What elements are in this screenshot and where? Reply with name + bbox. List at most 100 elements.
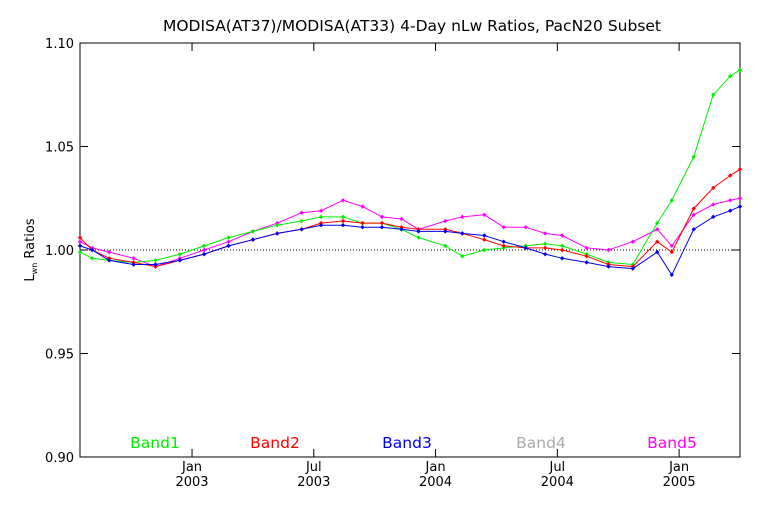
data-point-band5 (654, 227, 660, 232)
y-tick-label: 1.10 (45, 37, 74, 52)
data-point-band3 (107, 258, 112, 263)
data-point-band3 (443, 229, 448, 234)
data-point-band5 (630, 239, 636, 244)
data-point-band1 (560, 243, 565, 249)
x-tick-year: 2003 (297, 475, 330, 490)
data-point-band3 (202, 251, 207, 257)
x-tick-month: Jul (548, 460, 565, 475)
data-point-band2 (584, 254, 589, 259)
data-point-band3 (250, 237, 256, 242)
data-point-band1 (728, 73, 733, 79)
data-point-band1 (691, 154, 696, 160)
legend-entry-band5: Band5 (647, 434, 697, 452)
data-point-band5 (360, 204, 365, 209)
data-point-band3 (89, 247, 95, 253)
data-point-band1 (711, 92, 716, 97)
data-point-band3 (153, 262, 158, 267)
data-point-band1 (542, 241, 548, 246)
data-point-band1 (340, 214, 346, 220)
data-point-band1 (275, 222, 280, 228)
data-point-band3 (177, 258, 183, 263)
data-point-band3 (691, 227, 696, 232)
data-point-band1 (737, 67, 743, 73)
data-point-band3 (131, 262, 136, 267)
series-line-band2 (79, 168, 741, 268)
y-axis-label-rest: Ratios (23, 218, 38, 263)
data-point-band3 (542, 251, 548, 257)
data-point-band5 (202, 247, 207, 253)
data-point-band1 (226, 235, 231, 240)
series-group (77, 67, 743, 278)
legend-group: Band1 Band2 Band3 Band4 Band5 (130, 434, 697, 452)
data-point-band2 (728, 173, 733, 178)
data-point-band5 (560, 233, 565, 238)
data-point-band5 (399, 216, 404, 222)
legend-entry-band1: Band1 (130, 434, 180, 452)
data-point-band3 (501, 239, 506, 244)
x-tick-month: Jan (425, 460, 446, 475)
data-point-band3 (226, 243, 231, 249)
data-point-band3 (523, 245, 528, 251)
axes-group: 0.900.951.001.051.10Jan2003Jul2003Jan200… (45, 37, 740, 490)
data-point-band1 (443, 243, 448, 249)
data-point-band1 (202, 243, 207, 249)
data-point-band5 (542, 231, 548, 236)
y-axis-label: Lwn Ratios (23, 218, 39, 281)
data-point-band3 (318, 222, 324, 228)
y-tick-label: 0.95 (45, 348, 74, 363)
series-line-band3 (79, 206, 741, 276)
data-point-band2 (360, 220, 365, 226)
data-point-band2 (542, 245, 548, 251)
data-point-band1 (299, 218, 304, 224)
data-point-band1 (77, 249, 83, 255)
data-point-band5 (318, 208, 324, 213)
data-point-band3 (416, 229, 421, 234)
data-point-band3 (630, 266, 636, 271)
data-point-band1 (482, 247, 487, 253)
x-tick-year: 2004 (541, 475, 574, 490)
data-point-band3 (606, 264, 611, 269)
x-tick-month: Jan (668, 460, 689, 475)
x-tick-year: 2005 (663, 475, 696, 490)
data-point-band5 (77, 239, 83, 244)
data-point-band3 (360, 225, 365, 230)
data-point-band3 (460, 231, 465, 236)
data-point-band2 (737, 167, 743, 172)
data-point-band3 (482, 233, 487, 238)
chart-title: MODISA(AT37)/MODISA(AT33) 4-Day nLw Rati… (163, 17, 661, 35)
data-point-band1 (654, 220, 660, 226)
data-point-band3 (275, 231, 280, 236)
data-point-band1 (89, 256, 95, 261)
legend-entry-band4: Band4 (516, 434, 566, 452)
data-point-band1 (250, 229, 256, 234)
data-point-band1 (318, 214, 324, 220)
data-point-band3 (728, 208, 733, 213)
data-point-band5 (501, 225, 506, 230)
data-point-band3 (379, 225, 385, 230)
data-point-band5 (299, 210, 304, 215)
data-point-band1 (177, 251, 183, 257)
data-point-band2 (560, 247, 565, 253)
data-point-band3 (399, 227, 404, 232)
data-point-band3 (654, 249, 660, 255)
x-tick-year: 2003 (175, 475, 208, 490)
data-point-band2 (482, 237, 487, 242)
data-point-band5 (226, 239, 231, 244)
data-point-band5 (711, 202, 716, 207)
data-point-band3 (299, 227, 304, 232)
x-tick-year: 2004 (419, 475, 452, 490)
data-point-band2 (711, 185, 716, 191)
data-point-band2 (654, 239, 660, 244)
data-point-band1 (153, 258, 158, 263)
data-point-band2 (691, 206, 696, 211)
y-tick-label: 0.90 (45, 451, 74, 466)
data-point-band3 (669, 272, 675, 278)
data-point-band5 (443, 218, 448, 224)
data-point-band5 (691, 212, 696, 218)
data-point-band2 (340, 218, 346, 224)
y-axis-label-main: L (23, 274, 38, 282)
series-line-band5 (79, 197, 741, 268)
data-point-band1 (669, 198, 675, 203)
data-point-band5 (460, 214, 465, 220)
